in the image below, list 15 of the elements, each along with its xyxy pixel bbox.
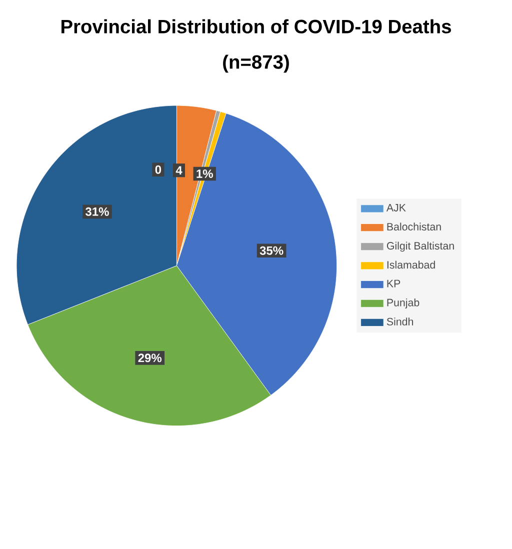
chart-title: Provincial Distribution of COVID-19 Deaths <box>62 19 451 34</box>
legend-label: KP <box>387 280 400 288</box>
data-label: 1% <box>196 170 213 178</box>
chart-subtitle: (n=873) <box>223 54 289 73</box>
legend-label: Balochistan <box>387 222 441 231</box>
data-label: 29% <box>138 354 162 362</box>
data-label: 35% <box>260 246 284 255</box>
legend-label: Punjab <box>387 298 420 308</box>
legend-label: AJK <box>386 204 406 212</box>
legend-label: Sindh <box>386 318 414 326</box>
legend-label: Islamabad <box>387 260 435 269</box>
data-label: 31% <box>85 207 109 216</box>
legend-label: Gilgit Baltistan <box>386 242 454 252</box>
data-label: 4 <box>176 166 182 174</box>
text: 0 <box>155 165 162 174</box>
